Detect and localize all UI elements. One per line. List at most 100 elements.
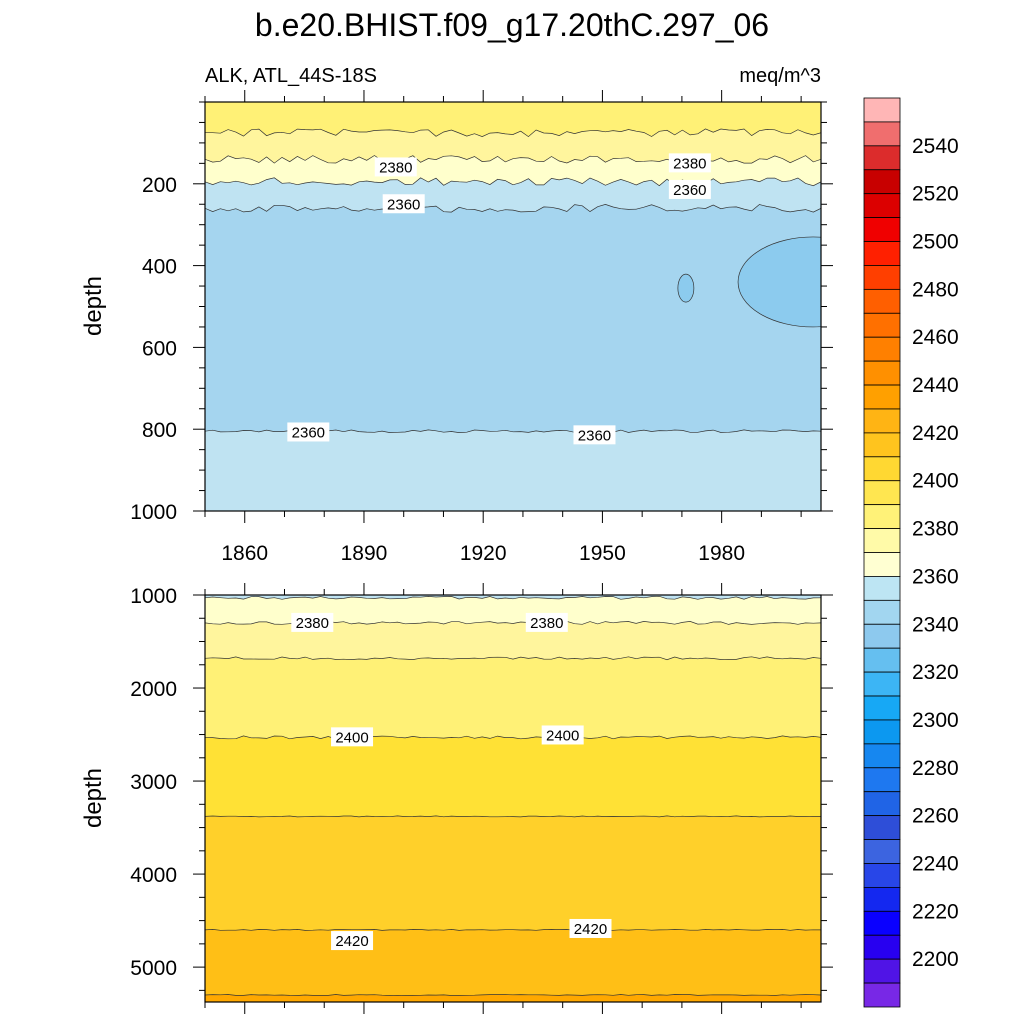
svg-text:2380: 2380 [673, 155, 706, 172]
units-label: meq/m^3 [739, 65, 821, 87]
colorbar-tick-label: 2460 [912, 326, 959, 349]
svg-text:2360: 2360 [578, 427, 611, 444]
colorbar-swatch [863, 886, 901, 912]
colorbar-tick-label: 2420 [912, 422, 959, 445]
colorbar-swatch [863, 863, 901, 888]
y-tick-label: 4000 [130, 864, 177, 887]
colorbar-swatch [863, 217, 901, 242]
chart-title: b.e20.BHIST.f09_g17.20thC.297_06 [255, 7, 769, 43]
contour-line [205, 994, 821, 996]
contour-band [205, 929, 821, 996]
contour-line [205, 815, 821, 818]
contour-line [205, 656, 821, 661]
bottom-panel: 2380 2380 2400 2400 2420 2420 1000 2000 3000 4000… [130, 583, 833, 1014]
svg-text:2360: 2360 [292, 424, 325, 441]
contour-band [205, 621, 821, 660]
contour-line [205, 735, 821, 740]
contour-band [205, 204, 821, 433]
contour-band [205, 735, 821, 817]
contour-band [205, 102, 821, 137]
svg-text:2380: 2380 [530, 615, 563, 632]
contour-label: 2420 [331, 931, 374, 951]
contour-band [205, 656, 821, 739]
colorbar-swatch [863, 336, 901, 362]
y-tick-label: 200 [142, 174, 177, 197]
contour-band [205, 815, 821, 931]
contour-label: 2400 [331, 727, 374, 747]
y-tick-label: 600 [142, 337, 177, 360]
contour-region [677, 273, 695, 303]
svg-text:2360: 2360 [387, 196, 420, 213]
colorbar-swatch [863, 241, 901, 266]
contour-line [205, 204, 821, 213]
svg-text:2380: 2380 [296, 615, 329, 632]
contour-region [737, 236, 821, 328]
colorbar-swatch [863, 408, 901, 434]
colorbar-swatch [863, 671, 901, 697]
y-tick-label: 2000 [130, 678, 177, 701]
contour-label: 2380 [291, 612, 334, 632]
axes-frame [204, 594, 822, 1003]
contour-label: 2380 [374, 157, 417, 177]
colorbar-tick-label: 2280 [912, 757, 959, 780]
colorbar-swatch [863, 839, 901, 864]
contour-lines [205, 595, 821, 996]
colorbar-swatch [863, 576, 901, 601]
colorbar-swatch [863, 647, 901, 673]
colorbar-swatch [863, 599, 901, 625]
colorbar-swatch [863, 145, 901, 171]
y-tick-label: 1000 [130, 501, 177, 524]
colorbar-swatch [863, 982, 901, 1008]
colorbar-tick-label: 2260 [912, 805, 959, 828]
contour-label: 2400 [541, 725, 584, 745]
contour-line [205, 929, 821, 931]
colorbar-tick-label: 2500 [912, 231, 959, 254]
colorbar-swatch [863, 193, 901, 219]
colorbar-swatch [863, 767, 901, 793]
bottom-ylabel: depth [80, 768, 107, 828]
x-tick-label: 1860 [221, 542, 268, 565]
contour-label: 2380 [525, 612, 568, 632]
x-tick-label: 1950 [579, 542, 626, 565]
y-tick-label: 5000 [130, 957, 177, 980]
contour-fills [205, 595, 821, 1002]
colorbar-swatch [863, 815, 901, 840]
contour-band [205, 128, 821, 164]
colorbar-tick-label: 2400 [912, 470, 959, 493]
colorbar-swatch [863, 384, 901, 410]
colorbar-swatch [863, 265, 901, 290]
contour-line [205, 595, 821, 600]
contour-label: 2360 [573, 425, 616, 445]
contour-label: 2420 [569, 918, 612, 938]
colorbar-tick-label: 2520 [912, 183, 959, 206]
contour-label: 2380 [668, 153, 711, 173]
colorbar-tick-label: 2300 [912, 709, 959, 732]
colorbar-tick-label: 2480 [912, 278, 959, 301]
colorbar-swatch [863, 480, 901, 506]
contour-band [205, 177, 821, 213]
colorbar-swatch [863, 360, 901, 386]
top-ylabel: depth [80, 276, 107, 336]
colorbar-tick-label: 2440 [912, 374, 959, 397]
colorbar-tick-label: 2380 [912, 518, 959, 541]
contour-band [205, 994, 821, 1002]
colorbar-swatch [863, 695, 901, 721]
svg-text:2380: 2380 [379, 159, 412, 176]
colorbar-swatch [863, 623, 901, 649]
contour-band [205, 155, 821, 186]
x-tick-label: 1890 [341, 542, 388, 565]
colorbar: 2540 2520 2500 2480 2460 2440 2420 2400 2380 2360… [863, 97, 959, 1008]
top-panel: 2380 2380 2360 2360 2360 2360 200 400 600 800 1000… [130, 90, 833, 565]
y-tick-label: 800 [142, 419, 177, 442]
colorbar-tick-label: 2340 [912, 613, 959, 636]
contour-band [205, 595, 821, 600]
svg-text:2400: 2400 [546, 727, 579, 744]
colorbar-swatch [863, 169, 901, 195]
colorbar-swatch [863, 312, 901, 338]
colorbar-tick-label: 2240 [912, 852, 959, 875]
colorbar-swatch [863, 456, 901, 482]
contour-fills [205, 102, 821, 511]
contour-label: 2360 [382, 194, 425, 214]
x-tick-label: 1980 [698, 542, 745, 565]
